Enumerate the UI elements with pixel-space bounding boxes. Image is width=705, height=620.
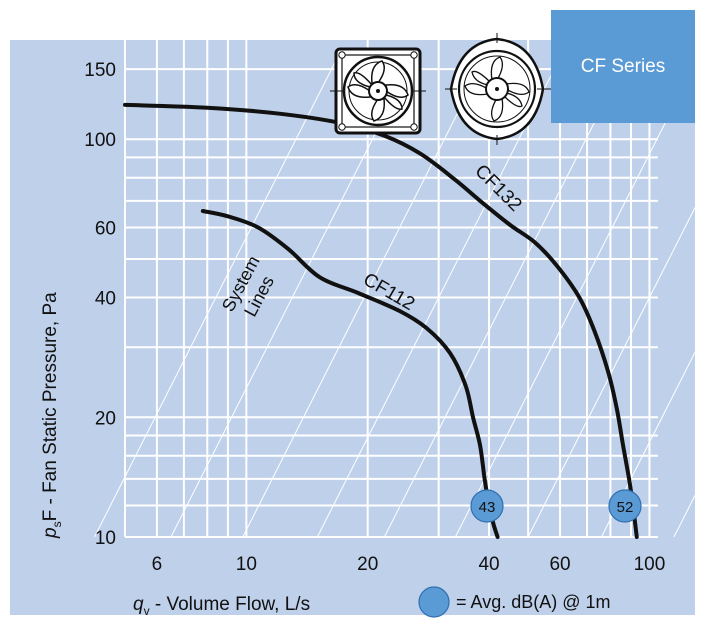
noise-badge-value-cf132: 52 [617,499,634,516]
x-axis-text: - Volume Flow, L/s [150,594,311,615]
system-line [673,474,705,538]
system-line [454,57,699,538]
round-fan-icon [445,33,551,145]
noise-badge-cf112 [470,489,504,523]
system-line [94,57,338,538]
x-tick-label: 6 [152,554,163,575]
y-axis-symbol: p [40,527,61,539]
y-tick-label: 40 [95,289,116,310]
system-line [170,57,415,538]
noise-badge-value-cf112: 43 [479,499,496,516]
x-tick-label: 60 [549,554,570,575]
x-tick-label: 20 [357,554,378,575]
x-axis-subscript: v [144,604,150,618]
x-axis-symbol: q [133,594,144,615]
square-fan-icon [330,47,426,135]
y-tick-label: 10 [95,528,116,549]
noise-badge-cf132 [608,489,642,523]
system-lines [94,57,705,538]
system-line [600,331,705,538]
y-tick-label: 150 [84,60,116,81]
series-line-cf132 [123,102,639,539]
tick-labels: 6 10 20 40 60 100 10 20 40 60 100 150 [84,60,665,575]
system-line [527,186,705,538]
y-axis-text: F - Fan Static Pressure, Pa [40,292,61,522]
system-line [316,57,561,538]
x-tick-label: 10 [236,554,257,575]
x-tick-label: 40 [478,554,499,575]
legend-text: = Avg. dB(A) @ 1m [456,592,611,612]
y-tick-label: 20 [95,408,116,429]
y-tick-label: 100 [84,130,116,151]
series-label-cf132: CF132 [470,161,525,216]
system-line [383,57,628,538]
x-tick-label: 100 [634,554,666,575]
y-tick-label: 60 [95,218,116,239]
x-axis-title: qv - Volume Flow, L/s [133,594,310,618]
y-axis-title: psF - Fan Static Pressure, Pa [40,292,64,539]
y-axis-subscript: s [50,521,64,527]
legend-marker [418,586,450,618]
series-tab: CF Series [551,10,695,123]
noise-badges: 52 43 [470,489,642,523]
